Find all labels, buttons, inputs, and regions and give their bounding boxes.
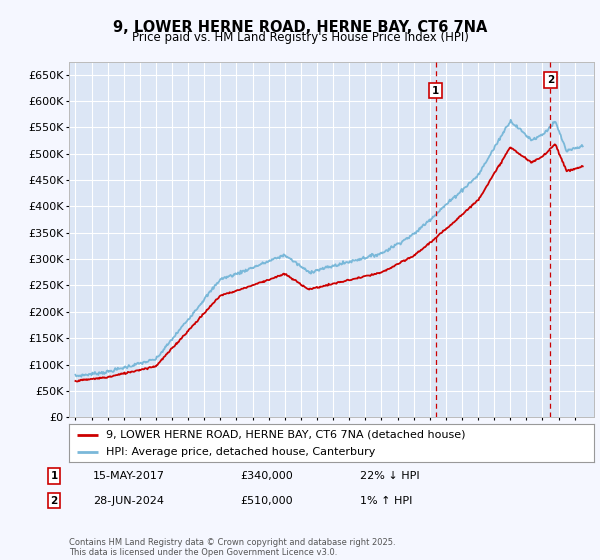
- Text: 2: 2: [50, 496, 58, 506]
- Text: 1: 1: [432, 86, 439, 96]
- Text: £340,000: £340,000: [240, 471, 293, 481]
- Text: £510,000: £510,000: [240, 496, 293, 506]
- Text: Price paid vs. HM Land Registry's House Price Index (HPI): Price paid vs. HM Land Registry's House …: [131, 31, 469, 44]
- Text: HPI: Average price, detached house, Canterbury: HPI: Average price, detached house, Cant…: [106, 447, 375, 458]
- Text: 15-MAY-2017: 15-MAY-2017: [93, 471, 165, 481]
- Text: 9, LOWER HERNE ROAD, HERNE BAY, CT6 7NA: 9, LOWER HERNE ROAD, HERNE BAY, CT6 7NA: [113, 20, 487, 35]
- Text: 1% ↑ HPI: 1% ↑ HPI: [360, 496, 412, 506]
- Text: 22% ↓ HPI: 22% ↓ HPI: [360, 471, 419, 481]
- Text: 9, LOWER HERNE ROAD, HERNE BAY, CT6 7NA (detached house): 9, LOWER HERNE ROAD, HERNE BAY, CT6 7NA …: [106, 430, 465, 440]
- Text: 28-JUN-2024: 28-JUN-2024: [93, 496, 164, 506]
- Text: 1: 1: [50, 471, 58, 481]
- Text: Contains HM Land Registry data © Crown copyright and database right 2025.
This d: Contains HM Land Registry data © Crown c…: [69, 538, 395, 557]
- Text: 2: 2: [547, 75, 554, 85]
